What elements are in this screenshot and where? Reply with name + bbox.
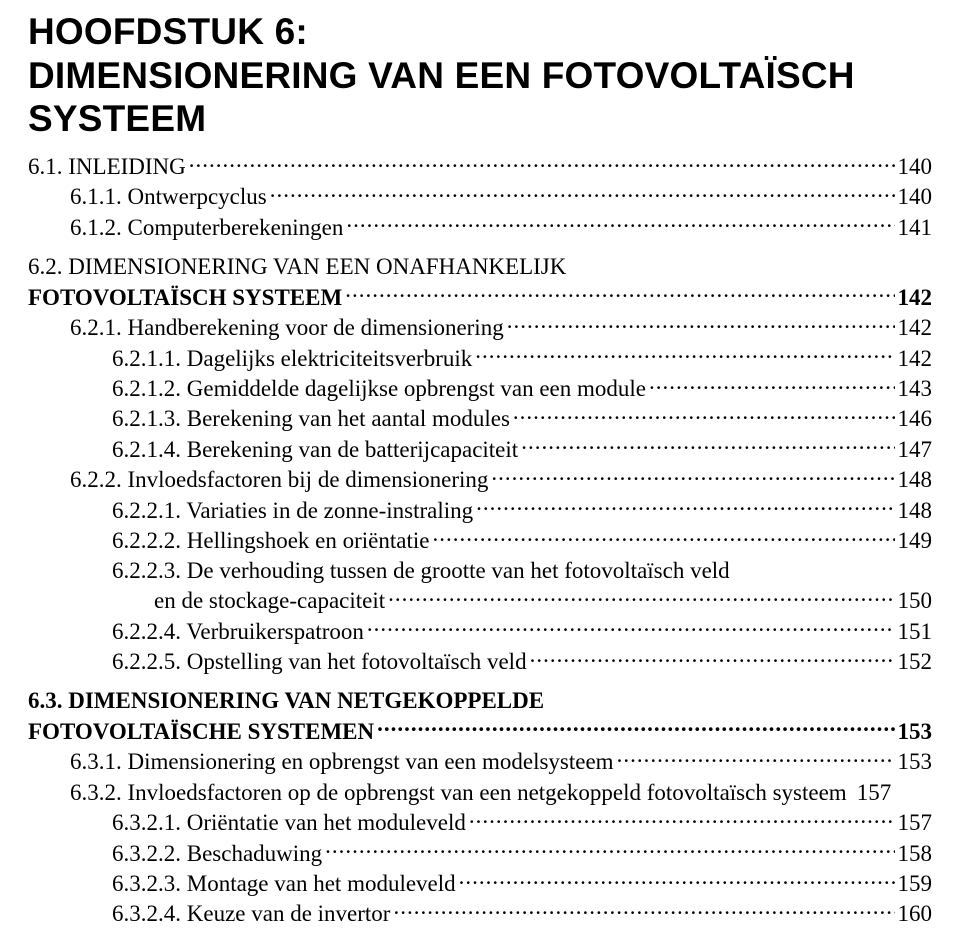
toc-leader	[850, 777, 854, 800]
toc-leader	[649, 373, 895, 396]
toc-entry-6-2-2-1: 6.2.2.1. Variaties in de zonne-instralin…	[112, 495, 932, 525]
toc-page: 140	[898, 182, 933, 211]
toc-entry-6-3-2-4: 6.3.2.4. Keuze van de invertor 160	[112, 898, 932, 928]
toc-label-line-1: 6.2.2.3. De verhouding tussen de grootte…	[112, 556, 932, 585]
toc-entry-6-2-2-2: 6.2.2.2. Hellingshoek en oriëntatie 149	[112, 525, 932, 555]
toc-leader	[189, 151, 895, 174]
toc-entry-6-2: 6.2. DIMENSIONERING VAN EEN ONAFHANKELIJ…	[28, 252, 932, 312]
toc-page: 151	[898, 617, 933, 646]
toc-page: 153	[898, 747, 933, 776]
toc-page: 148	[898, 465, 933, 494]
toc-label: 6.2.2.1. Variaties in de zonne-instralin…	[112, 496, 473, 525]
toc-page: 157	[857, 778, 892, 807]
toc-leader	[476, 495, 894, 518]
toc-page: 153	[898, 717, 933, 746]
toc-entry-6-2-1-2: 6.2.1.2. Gemiddelde dagelijkse opbrengst…	[112, 373, 932, 403]
toc-leader	[346, 212, 894, 235]
toc-entry-6-1: 6.1. INLEIDING 140	[28, 151, 932, 181]
toc-label: 6.2.1. Handberekening voor de dimensione…	[70, 313, 504, 342]
toc-leader	[513, 403, 895, 426]
chapter-title-line-1: HOOFDSTUK 6:	[28, 11, 308, 52]
toc-leader	[475, 343, 894, 366]
toc-entry-6-2-1: 6.2.1. Handberekening voor de dimensione…	[70, 312, 932, 342]
toc-page: 142	[898, 283, 933, 312]
toc-label: 6.3.2.2. Beschaduwing	[112, 839, 322, 868]
toc-page: 142	[898, 344, 933, 373]
toc-label-line-1: 6.3. DIMENSIONERING VAN NETGEKOPPELDE	[28, 686, 932, 715]
toc-page: 157	[898, 808, 933, 837]
toc-page: 159	[898, 869, 933, 898]
toc-entry-6-2-2: 6.2.2. Invloedsfactoren bij de dimension…	[70, 464, 932, 494]
toc-label: 6.2.2.4. Verbruikerspatroon	[112, 617, 364, 646]
toc-leader	[345, 282, 894, 305]
toc-label: 6.2.2.2. Hellingshoek en oriëntatie	[112, 526, 429, 555]
toc-page: 158	[898, 839, 933, 868]
toc-page: 149	[898, 526, 933, 555]
toc-leader	[459, 868, 895, 891]
toc-leader	[388, 585, 894, 608]
toc-label: 6.1.1. Ontwerpcyclus	[70, 182, 267, 211]
toc-leader	[325, 838, 894, 861]
toc-leader	[432, 525, 894, 548]
toc-page: 152	[898, 647, 933, 676]
toc-entry-6-2-1-3: 6.2.1.3. Berekening van het aantal modul…	[112, 403, 932, 433]
toc-page: 142	[898, 313, 933, 342]
toc-leader	[617, 746, 895, 769]
toc-entry-6-2-1-1: 6.2.1.1. Dagelijks elektriciteitsverbrui…	[112, 343, 932, 373]
toc-leader	[507, 312, 895, 335]
toc-label: 6.2.2. Invloedsfactoren bij de dimension…	[70, 465, 488, 494]
toc-page: 148	[898, 496, 933, 525]
toc-entry-6-2-2-3: 6.2.2.3. De verhouding tussen de grootte…	[112, 556, 932, 616]
toc-page: 150	[898, 586, 933, 615]
toc-leader	[377, 716, 894, 739]
toc-label: 6.3.2.4. Keuze van de invertor	[112, 899, 390, 928]
table-of-contents: 6.1. INLEIDING 140 6.1.1. Ontwerpcyclus …	[28, 151, 932, 929]
toc-label: 6.2.1.4. Berekening van de batterijcapac…	[112, 435, 518, 464]
toc-leader	[469, 807, 895, 830]
toc-entry-6-3: 6.3. DIMENSIONERING VAN NETGEKOPPELDE FO…	[28, 686, 932, 746]
toc-entry-6-3-2: 6.3.2. Invloedsfactoren op de opbrengst …	[70, 777, 932, 807]
toc-leader	[530, 646, 895, 669]
toc-label: 6.2.1.3. Berekening van het aantal modul…	[112, 404, 510, 433]
toc-label: 6.2.1.1. Dagelijks elektriciteitsverbrui…	[112, 344, 472, 373]
toc-entry-6-2-1-4: 6.2.1.4. Berekening van de batterijcapac…	[112, 434, 932, 464]
toc-entry-6-1-2: 6.1.2. Computerberekeningen 141	[70, 212, 932, 242]
toc-label: 6.3.1. Dimensionering en opbrengst van e…	[70, 747, 614, 776]
toc-page: 147	[898, 435, 933, 464]
toc-label-line-1: 6.2. DIMENSIONERING VAN EEN ONAFHANKELIJ…	[28, 252, 932, 281]
toc-leader	[367, 616, 895, 639]
chapter-title-line-2: DIMENSIONERING VAN EEN FOTOVOLTAÏSCH SYS…	[28, 55, 855, 140]
toc-leader	[393, 898, 894, 921]
toc-leader	[491, 464, 894, 487]
toc-label: 6.3.2.3. Montage van het moduleveld	[112, 869, 456, 898]
toc-entry-6-3-1: 6.3.1. Dimensionering en opbrengst van e…	[70, 746, 932, 776]
toc-page: 143	[898, 374, 933, 403]
toc-label: 6.3.2. Invloedsfactoren op de opbrengst …	[70, 778, 847, 807]
toc-leader	[270, 181, 895, 204]
toc-page: 141	[898, 213, 933, 242]
toc-entry-6-3-2-2: 6.3.2.2. Beschaduwing 158	[112, 838, 932, 868]
toc-entry-6-1-1: 6.1.1. Ontwerpcyclus 140	[70, 181, 932, 211]
toc-page: 146	[898, 404, 933, 433]
toc-page: 140	[898, 152, 933, 181]
toc-entry-6-2-2-4: 6.2.2.4. Verbruikerspatroon 151	[112, 616, 932, 646]
toc-label-line-2: FOTOVOLTAÏSCH SYSTEEM	[28, 283, 342, 312]
toc-entry-6-3-2-3: 6.3.2.3. Montage van het moduleveld 159	[112, 868, 932, 898]
toc-label-line-2: FOTOVOLTAÏSCHE SYSTEMEN	[28, 717, 374, 746]
toc-leader	[521, 434, 894, 457]
toc-label-line-2: en de stockage-capaciteit	[154, 586, 385, 615]
toc-label: 6.3.2.1. Oriëntatie van het moduleveld	[112, 808, 466, 837]
toc-label: 6.2.2.5. Opstelling van het fotovoltaïsc…	[112, 647, 527, 676]
toc-page: 160	[898, 899, 933, 928]
chapter-title: HOOFDSTUK 6: DIMENSIONERING VAN EEN FOTO…	[28, 10, 932, 141]
toc-label: 6.1.2. Computerberekeningen	[70, 213, 343, 242]
toc-entry-6-2-2-5: 6.2.2.5. Opstelling van het fotovoltaïsc…	[112, 646, 932, 676]
toc-entry-6-3-2-1: 6.3.2.1. Oriëntatie van het moduleveld 1…	[112, 807, 932, 837]
toc-label: 6.1. INLEIDING	[28, 152, 186, 181]
toc-label: 6.2.1.2. Gemiddelde dagelijkse opbrengst…	[112, 374, 646, 403]
